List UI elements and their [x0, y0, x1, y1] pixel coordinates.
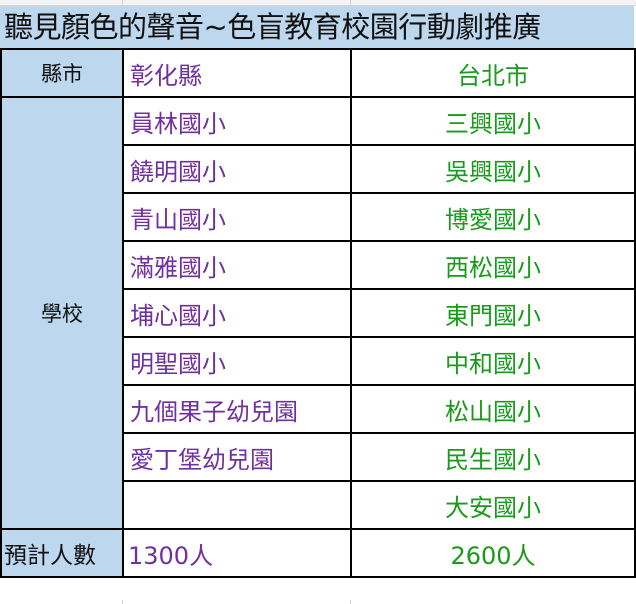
sheet-gridlines: [0, 0, 636, 6]
school-row: 九個果子幼兒園 松山國小: [1, 384, 636, 434]
county-taipei-cell[interactable]: 台北市: [350, 48, 636, 98]
county-row: 縣市 彰化縣 台北市: [0, 48, 636, 98]
school-label-cell[interactable]: 學校: [0, 96, 124, 530]
school-row: 滿雅國小 西松國小: [1, 240, 636, 290]
changhua-school-cell[interactable]: 饒明國小: [122, 144, 352, 194]
changhua-school-cell[interactable]: [122, 480, 352, 530]
school-row: 饒明國小 吳興國小: [1, 144, 636, 194]
changhua-school-cell[interactable]: 愛丁堡幼兒園: [122, 432, 352, 482]
taipei-count-cell[interactable]: 2600人: [350, 528, 636, 578]
column-divider: [350, 600, 351, 604]
taipei-school-cell[interactable]: 大安國小: [350, 480, 636, 530]
taipei-school-cell[interactable]: 三興國小: [350, 96, 636, 146]
school-row: 明聖國小 中和國小: [1, 336, 636, 386]
taipei-school-cell[interactable]: 博愛國小: [350, 192, 636, 242]
column-divider: [350, 0, 351, 5]
school-row: 大安國小: [1, 480, 636, 530]
taipei-school-cell[interactable]: 民生國小: [350, 432, 636, 482]
school-row: 學校 員林國小 三興國小: [0, 96, 636, 530]
changhua-school-cell[interactable]: 員林國小: [122, 96, 352, 146]
changhua-school-cell[interactable]: 埔心國小: [122, 288, 352, 338]
taipei-school-cell[interactable]: 東門國小: [350, 288, 636, 338]
county-changhua-cell[interactable]: 彰化縣: [122, 48, 352, 98]
changhua-school-cell[interactable]: 九個果子幼兒園: [122, 384, 352, 434]
count-label-cell[interactable]: 預計人數: [0, 528, 124, 578]
school-row: 埔心國小 東門國小: [1, 288, 636, 338]
count-row: 預計人數 1300人 2600人: [0, 528, 636, 578]
taipei-school-cell[interactable]: 中和國小: [350, 336, 636, 386]
changhua-count-cell[interactable]: 1300人: [122, 528, 352, 578]
school-table: 縣市 彰化縣 台北市 學校 員林國小 三興國小 饒明國小 吳興國小 青山國小 博愛國小 滿雅國…: [0, 48, 636, 578]
changhua-school-cell[interactable]: 滿雅國小: [122, 240, 352, 290]
changhua-school-cell[interactable]: 明聖國小: [122, 336, 352, 386]
taipei-school-cell[interactable]: 松山國小: [350, 384, 636, 434]
taipei-school-cell[interactable]: 吳興國小: [350, 144, 636, 194]
title-cell[interactable]: 聽見顏色的聲音~色盲教育校園行動劇推廣: [0, 6, 634, 48]
column-divider: [122, 600, 123, 604]
taipei-school-cell[interactable]: 西松國小: [350, 240, 636, 290]
county-label-cell[interactable]: 縣市: [0, 48, 124, 98]
column-divider: [122, 0, 123, 5]
changhua-school-cell[interactable]: 青山國小: [122, 192, 352, 242]
school-row: 青山國小 博愛國小: [1, 192, 636, 242]
school-row: 愛丁堡幼兒園 民生國小: [1, 432, 636, 482]
